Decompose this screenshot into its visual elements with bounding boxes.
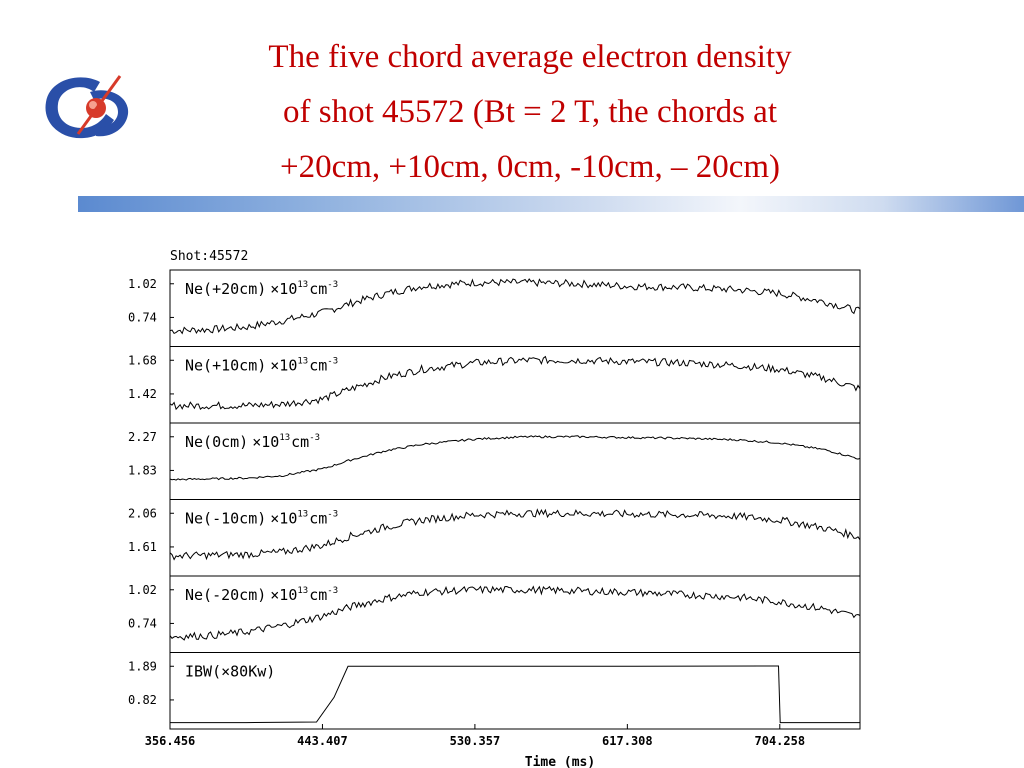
panel-label: Ne(-10cm) (185, 510, 266, 528)
x-axis-label: Time (ms) (525, 755, 595, 768)
y-tick-label: 0.74 (128, 616, 157, 630)
y-tick-label: 1.83 (128, 463, 157, 477)
panel-label: Ne(+10cm) (185, 357, 266, 375)
panel-3: 2.27 1.83 Ne(0cm) ×10 13 cm -3 (128, 422, 861, 500)
panel-unit-tail: cm (309, 280, 327, 298)
panel-unit-tail-exponent: -3 (327, 586, 338, 596)
y-tick-label: 2.27 (128, 430, 157, 444)
panel-unit-exponent: 13 (279, 433, 290, 443)
panel-label: IBW(×80Kw) (185, 663, 275, 681)
panel-frame (169, 652, 861, 730)
panel-unit-exponent: 13 (297, 280, 308, 290)
x-tick-label: 530.357 (450, 734, 501, 748)
panel-unit-tail: cm (309, 510, 327, 528)
x-tick-label: 704.258 (755, 734, 806, 748)
x-tick-label: 443.407 (297, 734, 348, 748)
panel-label: Ne(0cm) (185, 433, 248, 451)
panel-unit-exponent: 13 (297, 357, 308, 367)
panel-5: 1.02 0.74 Ne(-20cm) ×10 13 cm -3 (128, 575, 861, 653)
series-line (170, 665, 860, 724)
panel-label: Ne(+20cm) (185, 280, 266, 298)
y-tick-label: 0.82 (128, 693, 157, 707)
y-tick-label: 0.74 (128, 310, 157, 324)
chart-background (120, 240, 880, 768)
y-tick-label: 2.06 (128, 506, 157, 520)
y-tick-label: 1.02 (128, 277, 157, 291)
panel-unit-tail: cm (309, 357, 327, 375)
panel-2: 1.68 1.42 Ne(+10cm) ×10 13 cm -3 (128, 346, 861, 424)
series-line (169, 508, 861, 561)
panel-unit-tail-exponent: -3 (327, 280, 338, 290)
x-axis: 356.456 443.407 530.357 617.308 704.258 (145, 724, 805, 748)
panel-unit: ×10 (270, 280, 297, 298)
panel-unit-exponent: 13 (297, 510, 308, 520)
series-line (169, 278, 861, 335)
title-line-3: +20cm, +10cm, 0cm, -10cm, – 20cm) (279, 149, 781, 185)
title-line-1: The five chord average electron density (268, 39, 792, 75)
title-divider-bar (78, 196, 1024, 212)
y-tick-label: 1.89 (128, 659, 157, 673)
y-tick-label: 1.02 (128, 583, 157, 597)
panel-6: 1.89 0.82 IBW(×80Kw) (128, 652, 861, 730)
panel-label: Ne(-20cm) (185, 586, 266, 604)
panel-unit-exponent: 13 (297, 586, 308, 596)
y-tick-label: 1.61 (128, 540, 157, 554)
x-tick-label: 356.456 (145, 734, 196, 748)
x-tick-label: 617.308 (602, 734, 653, 748)
y-tick-label: 1.42 (128, 387, 157, 401)
panel-unit-tail-exponent: -3 (327, 357, 338, 367)
series-line (169, 355, 861, 411)
y-tick-label: 1.68 (128, 353, 157, 367)
slide-title: The five chord average electron density … (200, 30, 860, 195)
panel-unit-tail: cm (309, 586, 327, 604)
panel-unit-tail: cm (291, 433, 309, 451)
series-line (169, 435, 861, 481)
panel-unit-tail-exponent: -3 (309, 433, 320, 443)
title-line-2: of shot 45572 (Bt = 2 T, the chords at (282, 94, 777, 130)
panel-unit: ×10 (270, 510, 297, 528)
panel-unit: ×10 (270, 586, 297, 604)
chart-title: Shot:45572 (170, 249, 248, 264)
panel-unit-tail-exponent: -3 (327, 510, 338, 520)
panel-unit: ×10 (252, 433, 279, 451)
series-line (169, 585, 861, 641)
institute-logo-icon (45, 75, 129, 139)
panel-unit: ×10 (270, 357, 297, 375)
